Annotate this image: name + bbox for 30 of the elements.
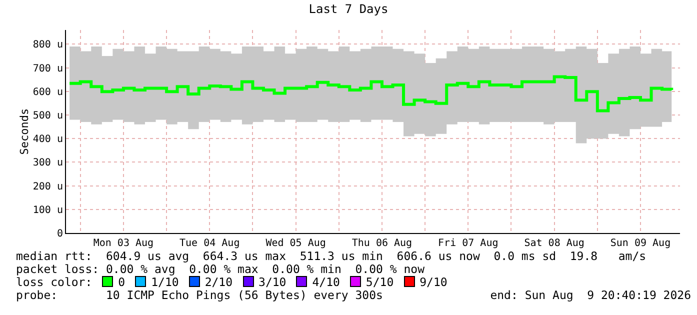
x-tick-label: Fri 07 Aug [438,238,498,249]
text: 1/10 [151,275,179,289]
text: 4/10 [312,275,340,289]
text: probe: 10 ICMP Echo Pings (56 Bytes) every 300s [16,288,383,302]
y-tick-label: 200 u [32,181,63,192]
chart-title: Last 7 Days [308,2,388,16]
x-tick-label: Sat 08 Aug [524,238,584,249]
text: 2/10 [204,275,233,289]
text: 5/10 [366,275,394,289]
x-tick-label: Mon 03 Aug [93,238,154,249]
y-tick-label: 100 u [32,204,63,216]
y-tick-label: 800 u [32,40,63,51]
y-axis-title: Seconds [18,108,31,155]
y-tick-label: 700 u [32,63,63,74]
y-tick-label: 300 u [32,158,63,169]
text: 9/10 [420,275,448,289]
x-tick-label: Wed 05 Aug [266,238,326,249]
text: 3/10 [258,275,286,289]
y-tick-label: 500 u [32,110,63,122]
text: packet loss: 0.00 % avg 0.00 % max 0.00 % min 0.00 % now [16,262,426,276]
y-tick-label: 600 u [32,86,63,98]
x-tick-label: Sun 09 Aug [610,238,671,249]
text: end: Sun Aug 9 20:40:19 2026 [490,288,691,302]
x-tick-label: Tue 04 Aug [180,238,240,249]
y-tick-label: 0 [56,228,63,240]
text: loss color: [16,275,92,289]
text: median rtt: 604.9 us avg 664.3 us max 511.3 us min 606.6 us now 0.0 ms sd 19.8 am/s [16,249,648,263]
y-tick-label: 400 u [32,134,63,146]
x-tick-label: Thu 06 Aug [352,238,412,249]
text: 0 [118,275,126,289]
